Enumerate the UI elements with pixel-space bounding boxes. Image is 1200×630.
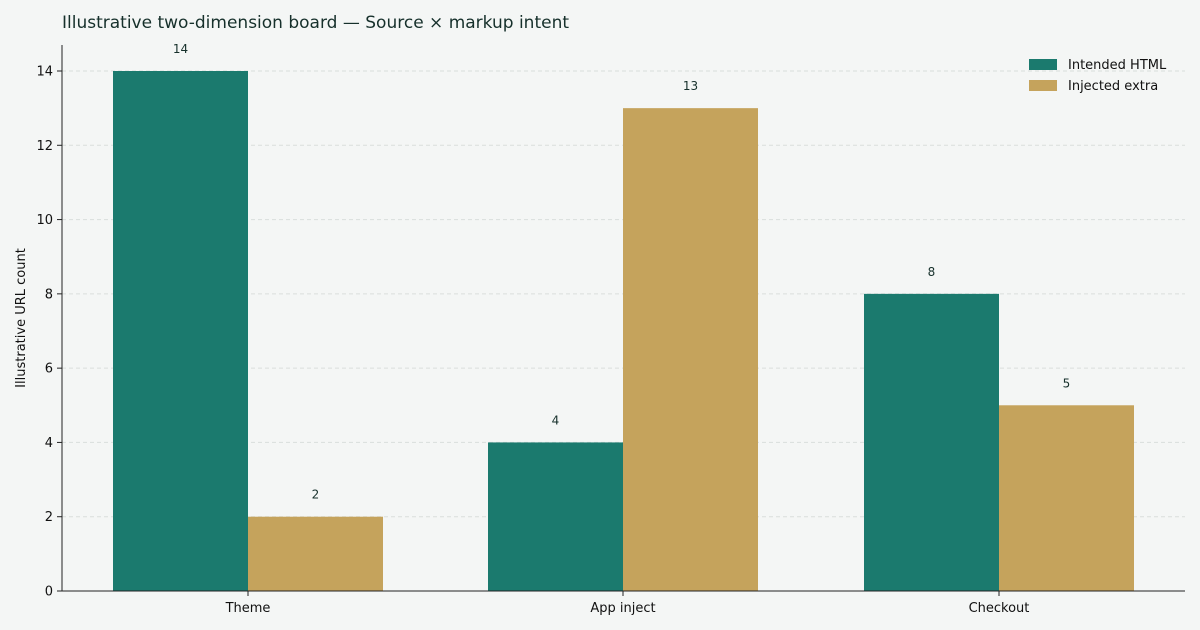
bars — [113, 71, 1134, 592]
bar — [623, 108, 758, 592]
legend-label: Injected extra — [1068, 79, 1158, 94]
chart-title: Illustrative two-dimension board — Sourc… — [62, 13, 569, 33]
y-tick-label: 2 — [45, 510, 53, 525]
y-tick-label: 12 — [36, 139, 53, 154]
y-tick-label: 6 — [45, 362, 53, 377]
bar — [488, 442, 623, 591]
bar-value-label: 8 — [928, 265, 936, 279]
legend-swatch — [1029, 80, 1057, 91]
x-tick-label: Theme — [225, 601, 271, 616]
bar-value-label: 14 — [173, 42, 188, 56]
y-tick-label: 4 — [45, 436, 53, 451]
bar — [999, 405, 1134, 591]
y-axis-ticks: 0 2 4 6 8 10 12 14 — [36, 65, 62, 600]
x-axis-ticks: Theme App inject Checkout — [225, 591, 1030, 616]
bar-value-label: 13 — [683, 79, 698, 93]
y-tick-label: 8 — [45, 287, 53, 302]
x-tick-label: Checkout — [969, 601, 1030, 616]
bar — [864, 293, 999, 591]
legend-swatch — [1029, 59, 1057, 70]
y-tick-label: 0 — [45, 585, 53, 600]
bar-value-label: 4 — [552, 413, 560, 427]
y-tick-label: 14 — [36, 65, 53, 80]
bar-value-label: 2 — [312, 488, 320, 502]
x-tick-label: App inject — [590, 601, 655, 616]
y-axis-label: Illustrative URL count — [14, 248, 29, 388]
bar — [248, 516, 383, 591]
data-labels: 14 2 4 13 8 5 — [173, 42, 1070, 502]
y-tick-label: 10 — [36, 213, 53, 228]
legend: Intended HTML Injected extra — [1029, 58, 1167, 94]
bar-value-label: 5 — [1063, 376, 1071, 390]
bar — [113, 71, 248, 591]
legend-label: Intended HTML — [1068, 58, 1167, 73]
